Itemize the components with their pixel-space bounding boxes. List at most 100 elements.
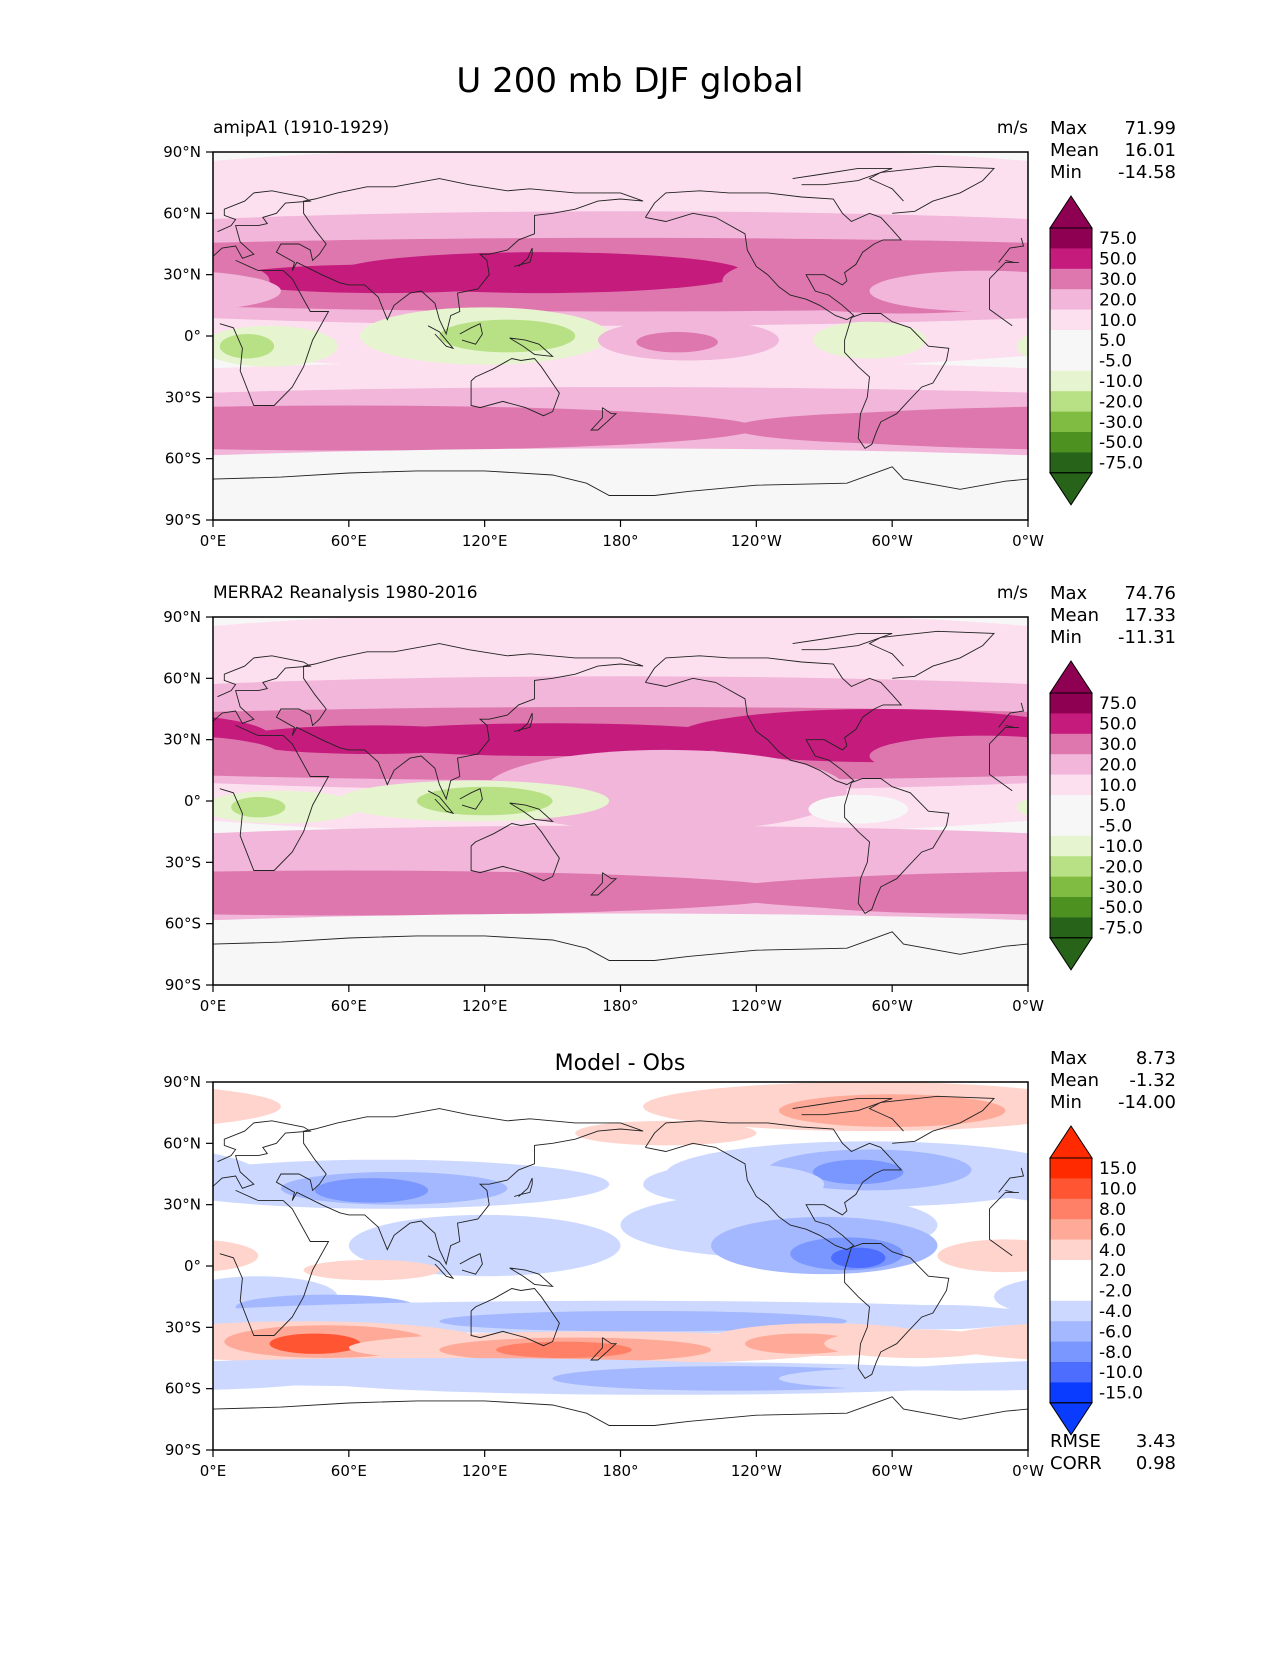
figure-title: U 200 mb DJF global (456, 61, 803, 101)
stat-min-value: -14.00 (1118, 1092, 1176, 1113)
colorbar-segment (1050, 795, 1092, 816)
colorbar-segment (1050, 452, 1092, 473)
colorbar-segment (1050, 1260, 1092, 1281)
lat-tick-label: 90°S (165, 511, 201, 529)
lon-tick-label: 180° (602, 532, 638, 550)
stats-panel-1: Max 71.99 Mean 16.01 Min -14.58 (1050, 118, 1176, 183)
colorbar-level-label: -20.0 (1099, 857, 1143, 877)
colorbar-segment (1050, 1240, 1092, 1261)
colorbar-segment (1050, 248, 1092, 269)
lon-tick-label: 180° (602, 1462, 638, 1480)
colorbar-level-label: -50.0 (1099, 898, 1143, 918)
stat-min-value: -11.31 (1118, 627, 1176, 648)
colorbar-level-label: 6.0 (1099, 1220, 1126, 1240)
colorbar-level-label: 30.0 (1099, 735, 1137, 755)
colorbar-level-label: -10.0 (1099, 837, 1143, 857)
contour-region (304, 1260, 440, 1280)
lat-tick-label: 60°S (165, 915, 201, 933)
colorbar-level-label: 5.0 (1099, 331, 1126, 351)
colorbar-segment (1050, 1280, 1092, 1301)
lat-tick-label: 60°N (163, 1134, 201, 1152)
panel-title: amipA1 (1910-1929) (213, 118, 389, 138)
lat-tick-label: 60°N (163, 669, 201, 687)
colorbar-level-label: 4.0 (1099, 1241, 1126, 1261)
contour-region (220, 334, 274, 359)
colorbar-level-label: 10.0 (1099, 776, 1137, 796)
lon-tick-label: 60°E (331, 997, 367, 1015)
colorbar-segment (1050, 1158, 1092, 1179)
colorbar-level-label: 75.0 (1099, 694, 1137, 714)
stat-max-label: Max (1050, 1048, 1088, 1069)
lon-tick-label: 60°W (871, 532, 913, 550)
lat-tick-label: 0° (184, 1257, 201, 1275)
lat-tick-label: 90°S (165, 1441, 201, 1459)
metrics-panel: RMSE 3.43 CORR 0.98 (1050, 1431, 1176, 1474)
lat-tick-label: 30°S (165, 853, 201, 871)
colorbar-level-label: 10.0 (1099, 1180, 1137, 1200)
lon-tick-label: 60°W (871, 1462, 913, 1480)
panel-title: Model - Obs (555, 1051, 686, 1076)
colorbar-level-label: -15.0 (1099, 1384, 1143, 1404)
colorbar-segment (1050, 1199, 1092, 1220)
panel-units: m/s (997, 118, 1028, 138)
colorbar-3: 15.010.08.06.04.02.0-2.0-4.0-6.0-8.0-10.… (1050, 1126, 1143, 1435)
stat-min-label: Min (1050, 162, 1082, 183)
rmse-label: RMSE (1050, 1431, 1101, 1452)
colorbar-level-label: -4.0 (1099, 1302, 1132, 1322)
colorbar-segment (1050, 815, 1092, 836)
colorbar-segment (1050, 1342, 1092, 1363)
panel-title: MERRA2 Reanalysis 1980-2016 (213, 583, 478, 603)
lon-tick-label: 120°W (731, 1462, 782, 1480)
lon-tick-label: 0°W (1012, 532, 1044, 550)
colorbar-extend-top (1050, 661, 1092, 693)
lat-tick-label: 90°N (163, 1073, 201, 1091)
contour-region (439, 320, 575, 353)
stat-min-label: Min (1050, 627, 1082, 648)
colorbar-segment (1050, 734, 1092, 755)
contour-region (779, 1094, 1005, 1127)
contour-region (236, 725, 508, 754)
lat-tick-label: 90°N (163, 608, 201, 626)
colorbar-level-label: 30.0 (1099, 270, 1137, 290)
lat-tick-label: 0° (184, 792, 201, 810)
lat-tick-label: 30°N (163, 1196, 201, 1214)
colorbar-level-label: -10.0 (1099, 372, 1143, 392)
rmse-value: 3.43 (1136, 1431, 1176, 1452)
colorbar-segment (1050, 432, 1092, 453)
lat-axis: 90°N60°N30°N0°30°S60°S90°S (163, 143, 213, 529)
colorbar-2: 75.050.030.020.010.05.0-5.0-10.0-20.0-30… (1050, 661, 1143, 970)
lat-tick-label: 30°S (165, 388, 201, 406)
colorbar-level-label: 15.0 (1099, 1159, 1137, 1179)
colorbar-level-label: 2.0 (1099, 1261, 1126, 1281)
lon-tick-label: 60°E (331, 1462, 367, 1480)
lon-tick-label: 0°E (200, 1462, 227, 1480)
stat-max-value: 8.73 (1136, 1048, 1176, 1069)
stats-panel-3: Max 8.73 Mean -1.32 Min -14.00 (1050, 1048, 1176, 1113)
colorbar-segment (1050, 897, 1092, 918)
lat-tick-label: 30°S (165, 1318, 201, 1336)
colorbar-segment (1050, 289, 1092, 310)
stat-mean-value: 17.33 (1124, 605, 1176, 626)
colorbar-level-label: -6.0 (1099, 1322, 1132, 1342)
lon-tick-label: 120°E (462, 532, 508, 550)
lat-tick-label: 60°S (165, 1380, 201, 1398)
contour-region (575, 1121, 756, 1146)
colorbar-segment (1050, 412, 1092, 433)
stat-max-label: Max (1050, 118, 1088, 139)
colorbar-extend-bottom (1050, 473, 1092, 505)
colorbar-segment (1050, 371, 1092, 392)
panel-units: m/s (997, 583, 1028, 603)
contour-region (315, 1178, 428, 1203)
colorbar-extend-bottom (1050, 938, 1092, 970)
colorbar-level-label: -8.0 (1099, 1343, 1132, 1363)
lon-tick-label: 120°W (731, 997, 782, 1015)
colorbar-level-label: -20.0 (1099, 392, 1143, 412)
colorbar-level-label: 20.0 (1099, 755, 1137, 775)
stat-max-value: 71.99 (1124, 118, 1176, 139)
colorbar-level-label: -5.0 (1099, 817, 1132, 837)
contour-region (636, 332, 718, 352)
lon-tick-label: 120°W (731, 532, 782, 550)
colorbar-extend-top (1050, 1126, 1092, 1158)
contour-region (643, 1164, 824, 1205)
